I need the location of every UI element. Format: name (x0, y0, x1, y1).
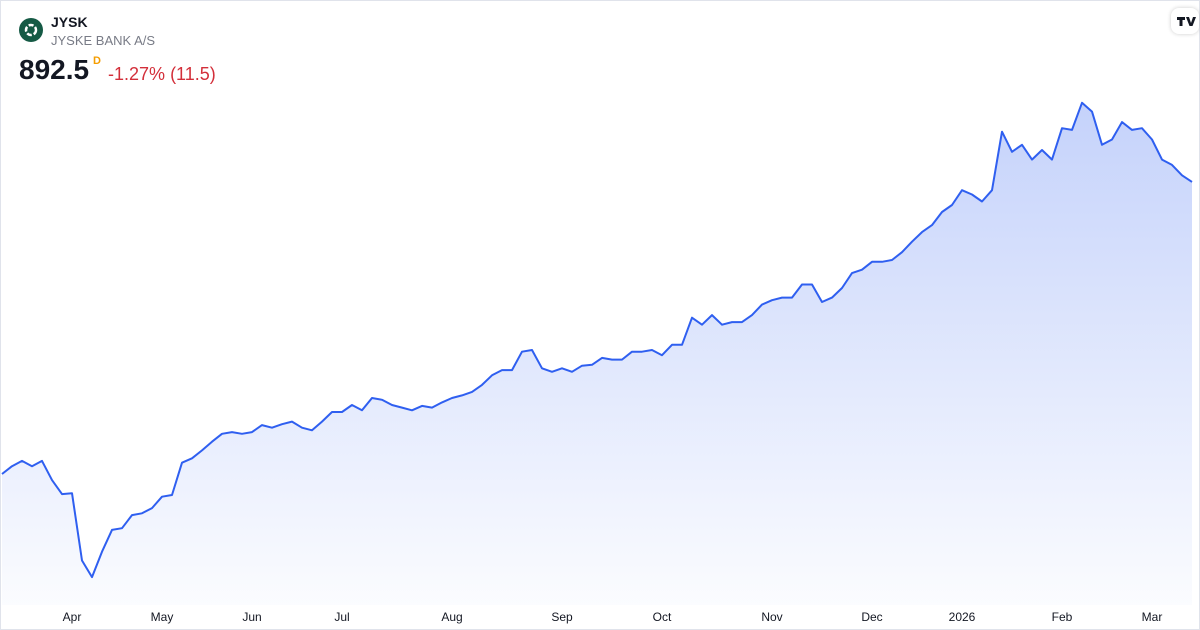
symbol: JYSK (51, 14, 88, 30)
change-abs: (11.5) (170, 64, 216, 84)
price-line (1, 101, 1193, 579)
logo (19, 18, 43, 42)
interval: D (93, 55, 101, 67)
change: -1.27% (11.5) (108, 64, 216, 85)
x-tick-label: Oct (653, 610, 672, 624)
area-fill (2, 102, 1192, 606)
x-tick-label: 2026 (949, 610, 976, 624)
x-tick-label: Jul (334, 610, 349, 624)
x-tick-label: May (151, 610, 174, 624)
price: 892.5 (19, 54, 90, 85)
tv-logo-icon (1177, 17, 1196, 26)
tv-logo[interactable] (1171, 8, 1199, 34)
x-tick-label: Dec (861, 610, 882, 624)
x-tick-label: Feb (1052, 610, 1073, 624)
x-tick-label: Sep (551, 610, 573, 624)
change-pct: -1.27% (108, 64, 166, 84)
logo-icon (24, 23, 38, 37)
x-tick-label: Mar (1142, 610, 1163, 624)
x-tick-label: Nov (761, 610, 782, 624)
x-tick-label: Aug (441, 610, 462, 624)
x-tick-label: Jun (242, 610, 261, 624)
x-tick-label: Apr (63, 610, 82, 624)
company-name: JYSKE BANK A/S (51, 33, 156, 48)
